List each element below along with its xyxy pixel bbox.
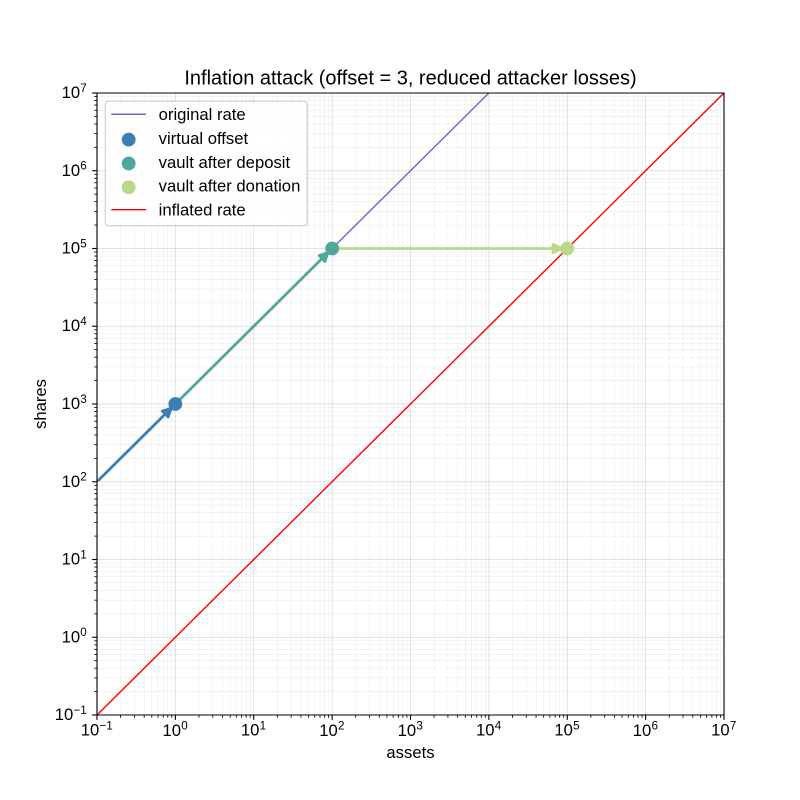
svg-text:shares: shares (31, 379, 50, 429)
svg-text:original rate: original rate (159, 105, 246, 124)
svg-text:Inflation attack (offset = 3,: Inflation attack (offset = 3, reduced at… (184, 68, 636, 90)
svg-text:vault after donation: vault after donation (159, 177, 301, 196)
svg-text:assets: assets (386, 743, 434, 762)
svg-text:inflated rate: inflated rate (159, 201, 246, 220)
svg-text:virtual offset: virtual offset (159, 129, 249, 148)
svg-text:vault after deposit: vault after deposit (159, 153, 291, 172)
